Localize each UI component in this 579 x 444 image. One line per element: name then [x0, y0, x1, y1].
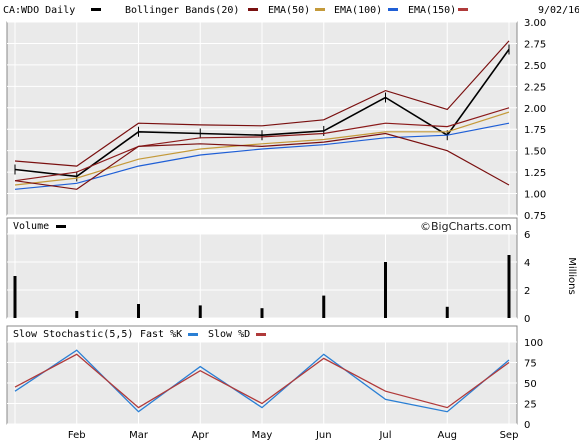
y-tick-label: 2.75	[524, 39, 546, 50]
price-gridlines	[7, 21, 517, 216]
volume-title: Volume	[13, 221, 49, 232]
legend-bollinger-swatch	[248, 8, 258, 11]
price-series-line	[14, 122, 510, 190]
price-series-line	[14, 132, 510, 190]
x-tick-label: Jul	[378, 430, 391, 441]
stoch-gridlines	[7, 341, 517, 425]
x-tick-label: Aug	[437, 430, 457, 441]
legend-bollinger: Bollinger Bands(20)	[125, 5, 239, 16]
y-tick-label: 2.25	[524, 82, 546, 93]
legend-ema150-swatch	[458, 8, 468, 11]
volume-bar	[13, 276, 17, 318]
y-tick-label: 1.00	[524, 190, 546, 201]
y-tick-label: 2.00	[524, 104, 546, 115]
x-tick-label: May	[252, 430, 273, 441]
y-tick-label: 0.75	[524, 211, 546, 222]
volume-legend-swatch	[56, 225, 66, 228]
volume-bar	[198, 305, 202, 318]
stoch-fast-label: Fast %K	[140, 329, 182, 340]
x-tick-label: Sep	[500, 430, 519, 441]
volume-bar	[384, 262, 387, 318]
y-tick-label: 1.75	[524, 125, 546, 136]
price-y-tick-labels: 3.00 2.75 2.50 2.25 2.00 1.75 1.50 1.25 1.00 0.75	[524, 18, 546, 222]
volume-bar	[137, 304, 140, 318]
volume-unit-label: Millions	[566, 257, 577, 294]
volume-bar	[445, 306, 449, 318]
symbol-label: CA:WDO Daily	[3, 5, 75, 16]
x-tick-label: Mar	[129, 430, 149, 441]
header-date: 9/02/16	[538, 5, 579, 16]
legend-ema100-swatch	[388, 8, 398, 11]
legend-ema50-swatch	[315, 8, 325, 11]
volume-bar	[507, 255, 511, 318]
y-tick-label: 6	[524, 230, 530, 241]
stoch-title: Slow Stochastic(5,5)	[13, 329, 133, 340]
y-tick-label: 75	[524, 359, 537, 370]
y-tick-label: 25	[524, 400, 537, 411]
y-tick-label: 3.00	[524, 18, 546, 29]
stoch-y-tick-labels: 100 75 50 25 0	[524, 338, 543, 431]
y-tick-label: 2	[524, 286, 530, 297]
volume-bars-group	[13, 255, 511, 318]
legend-ema50: EMA(50)	[268, 5, 310, 16]
y-tick-label: 2.50	[524, 61, 546, 72]
y-tick-label: 100	[524, 338, 543, 349]
x-axis-labels: Feb Mar Apr May Jun Jul Aug Sep	[68, 430, 519, 441]
volume-bar	[75, 311, 79, 318]
stoch-slow-swatch	[256, 333, 266, 336]
x-tick-label: Jun	[315, 430, 332, 441]
price-series-line	[14, 107, 510, 182]
bigcharts-watermark: ©BigCharts.com	[420, 220, 512, 233]
stoch-slow-label: Slow %D	[208, 329, 250, 340]
stochastic-panel: Slow Stochastic(5,5) Fast %K Slow %D 100…	[6, 325, 543, 431]
y-tick-label: 4	[524, 258, 530, 269]
price-legend-swatch	[91, 8, 101, 11]
stoch-fast-swatch	[188, 333, 198, 336]
stoch-series-line	[14, 353, 510, 409]
price-series-line	[14, 111, 510, 186]
price-series-line	[14, 40, 510, 167]
legend-ema100: EMA(100)	[334, 5, 382, 16]
y-tick-label: 1.50	[524, 147, 546, 158]
legend-ema150: EMA(150)	[408, 5, 456, 16]
stoch-series-group	[14, 349, 510, 413]
y-tick-label: 1.25	[524, 168, 546, 179]
x-tick-label: Feb	[68, 430, 86, 441]
volume-bar	[260, 308, 264, 318]
x-tick-label: Apr	[192, 430, 210, 441]
volume-y-tick-labels: 6 4 2 0	[524, 230, 530, 325]
price-panel: 3.00 2.75 2.50 2.25 2.00 1.75 1.50 1.25 1.00 0.75…	[3, 5, 579, 222]
y-tick-label: 0	[524, 314, 530, 325]
price-series-group	[14, 40, 510, 190]
volume-bar	[322, 295, 326, 318]
y-tick-label: 0	[524, 420, 530, 431]
y-tick-label: 50	[524, 379, 537, 390]
stoch-series-line	[14, 349, 510, 413]
volume-panel: Volume ©BigCharts.com 6 4 2 0 Millions	[6, 217, 577, 325]
